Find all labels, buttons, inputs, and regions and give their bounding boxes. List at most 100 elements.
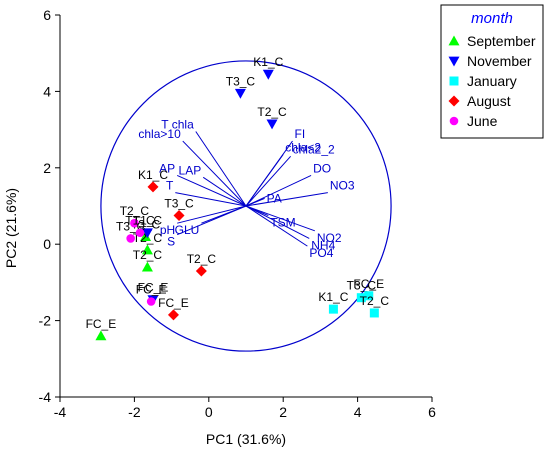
- loading-vector: [177, 205, 247, 224]
- data-point: [266, 119, 278, 130]
- loading-vector: [176, 205, 247, 236]
- data-point: [140, 231, 152, 241]
- y-tick-label: 6: [43, 7, 51, 23]
- point-label: K1_C: [318, 290, 348, 304]
- loading-label: chla<2: [285, 140, 321, 154]
- loading-label: NH4: [311, 238, 335, 252]
- x-tick-label: -2: [128, 404, 141, 420]
- loading-label: DO: [313, 161, 331, 175]
- loading-vector: [182, 140, 247, 207]
- data-point: [195, 265, 207, 277]
- legend-marker: [449, 116, 459, 126]
- loading-label: NO3: [330, 179, 355, 193]
- point-label: T3_C: [131, 218, 161, 232]
- y-tick-label: -4: [39, 389, 52, 405]
- data-point: [364, 291, 374, 301]
- x-axis-title: PC1 (31.6%): [206, 431, 286, 447]
- loading-vector: [245, 140, 293, 207]
- loading-vector: [245, 174, 312, 207]
- loading-vector: [176, 174, 247, 207]
- legend-marker: [448, 56, 460, 67]
- data-point: [173, 210, 185, 222]
- y-tick-label: 4: [43, 83, 51, 99]
- loading-label: AP: [159, 161, 175, 175]
- loading-label: T: [166, 179, 174, 193]
- point-label: T2_C: [187, 252, 217, 266]
- point-label: K1_C: [138, 168, 168, 182]
- point-label: T3_C: [164, 197, 194, 211]
- point-label: T3_C: [347, 279, 377, 293]
- legend-label: August: [467, 93, 511, 109]
- data-point: [146, 297, 156, 306]
- data-point: [130, 218, 139, 228]
- legend: month September November January August June: [440, 4, 544, 139]
- legend-box: [440, 4, 544, 139]
- data-point: [262, 69, 274, 80]
- data-point: [95, 330, 107, 341]
- legend-marker: [448, 95, 460, 107]
- data-point: [369, 308, 379, 318]
- data-point: [141, 244, 153, 255]
- point-label: FC_E: [158, 296, 189, 310]
- loading-label: FI: [295, 127, 306, 141]
- loading-label: chla2_2: [293, 142, 335, 156]
- data-point: [356, 293, 366, 303]
- point-label: FC_E: [86, 317, 117, 331]
- legend-marker: [448, 35, 460, 46]
- data-point: [141, 261, 153, 272]
- y-axis-title: PC2 (21.6%): [3, 188, 19, 268]
- y-tick-label: 0: [43, 236, 51, 252]
- point-label: T1_C: [133, 214, 163, 228]
- data-point: [126, 234, 135, 243]
- point-label: K1_C: [253, 55, 283, 69]
- loading-vector: [175, 192, 247, 207]
- loading-vector: [245, 205, 308, 247]
- correlation-circle: [100, 60, 392, 352]
- y-tick-label: -2: [39, 313, 52, 329]
- legend-label: June: [467, 113, 498, 129]
- loading-label: PA: [267, 191, 282, 205]
- legend-marker: [449, 76, 459, 86]
- data-point: [141, 228, 153, 239]
- y-tick-label: 2: [43, 160, 51, 176]
- loading-vector: [195, 131, 247, 207]
- x-tick-label: 6: [428, 404, 436, 420]
- point-label: T3_C: [226, 74, 256, 88]
- loading-vector: [245, 205, 310, 239]
- loading-vector: [245, 192, 328, 207]
- data-point: [167, 309, 179, 321]
- loading-vector: [245, 205, 315, 232]
- point-label: T2_C: [120, 204, 150, 218]
- loading-vector: [245, 156, 292, 207]
- point-label: T2_C: [257, 105, 287, 119]
- loading-label: LAP: [179, 163, 202, 177]
- legend-label: November: [467, 53, 532, 69]
- point-label: FC_E: [353, 277, 384, 291]
- x-tick-label: -4: [54, 404, 67, 420]
- point-label: FC_E: [138, 281, 169, 295]
- data-point: [328, 304, 338, 314]
- point-label: T1_C: [125, 214, 155, 228]
- point-label: T2_C: [360, 294, 390, 308]
- loading-label: NO2: [317, 231, 342, 245]
- data-point: [234, 88, 246, 99]
- loading-label: chla>10: [138, 127, 181, 141]
- loading-label: pH: [160, 223, 175, 237]
- legend-label: January: [467, 73, 517, 89]
- data-point: [147, 181, 159, 193]
- loading-label: T chla: [161, 118, 194, 132]
- x-tick-label: 2: [279, 404, 287, 420]
- loading-label: PO4: [309, 246, 333, 260]
- x-tick-label: 4: [354, 404, 362, 420]
- loading-label: S: [167, 235, 175, 249]
- legend-title: month: [471, 10, 513, 27]
- point-label: FC_E: [136, 283, 167, 297]
- loading-vector: [245, 197, 265, 207]
- loading-vector: [202, 176, 247, 207]
- data-point: [135, 228, 145, 238]
- x-tick-label: 0: [205, 404, 213, 420]
- point-label: T2_C: [133, 248, 163, 262]
- axes: PC1 (31.6%) PC2 (21.6%) -4 -2 0 2 4 6 -4 -2 0 2 4 6: [3, 7, 436, 447]
